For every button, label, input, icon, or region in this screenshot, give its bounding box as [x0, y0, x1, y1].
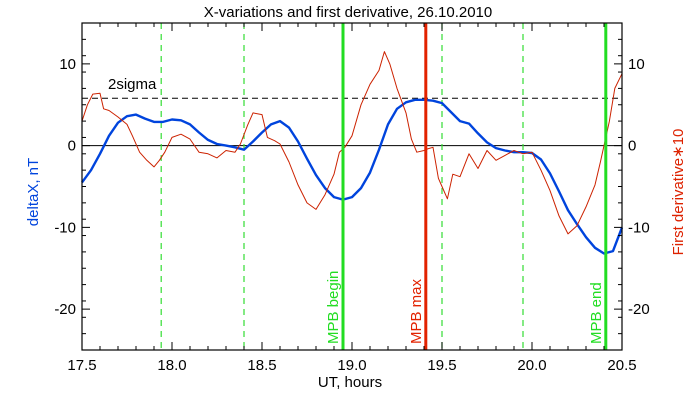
y-axis-label-right: First derivative∗10: [670, 129, 687, 256]
y-tick-label-left: 10: [59, 56, 76, 73]
marker-label: MPB begin: [325, 271, 342, 344]
derivative-series-line: [81, 51, 623, 235]
x-tick-label: 20.0: [517, 357, 546, 374]
y-tick-label-left: -20: [54, 301, 76, 318]
x-tick-label: 19.0: [337, 357, 366, 374]
sigma-label: 2sigma: [108, 76, 157, 93]
y-axis-label-left: deltaX, nT: [25, 158, 42, 226]
plot-area: [81, 23, 624, 350]
x-tick-label: 18.0: [157, 357, 186, 374]
y-tick-label-right: 0: [628, 138, 636, 155]
marker-label: MPB end: [588, 282, 605, 344]
chart-title: X-variations and first derivative, 26.10…: [204, 4, 493, 21]
y-tick-label-right: 10: [628, 56, 645, 73]
x-tick-label: 18.5: [247, 357, 276, 374]
y-tick-label-left: 0: [68, 138, 76, 155]
x-tick-label: 19.5: [427, 357, 456, 374]
tick-labels: MPB begin MPB max MPB end 17.5 18.0 18.5 19.0 1…: [54, 56, 649, 374]
x-tick-label: 17.5: [67, 357, 96, 374]
y-tick-label-right: -20: [628, 301, 650, 318]
plot-frame: [81, 22, 623, 351]
y-tick-label-right: -10: [628, 219, 650, 236]
y-tick-label-left: -10: [54, 219, 76, 236]
x-axis-label: UT, hours: [318, 374, 382, 391]
marker-label: MPB max: [408, 278, 425, 344]
x-tick-label: 20.5: [607, 357, 636, 374]
